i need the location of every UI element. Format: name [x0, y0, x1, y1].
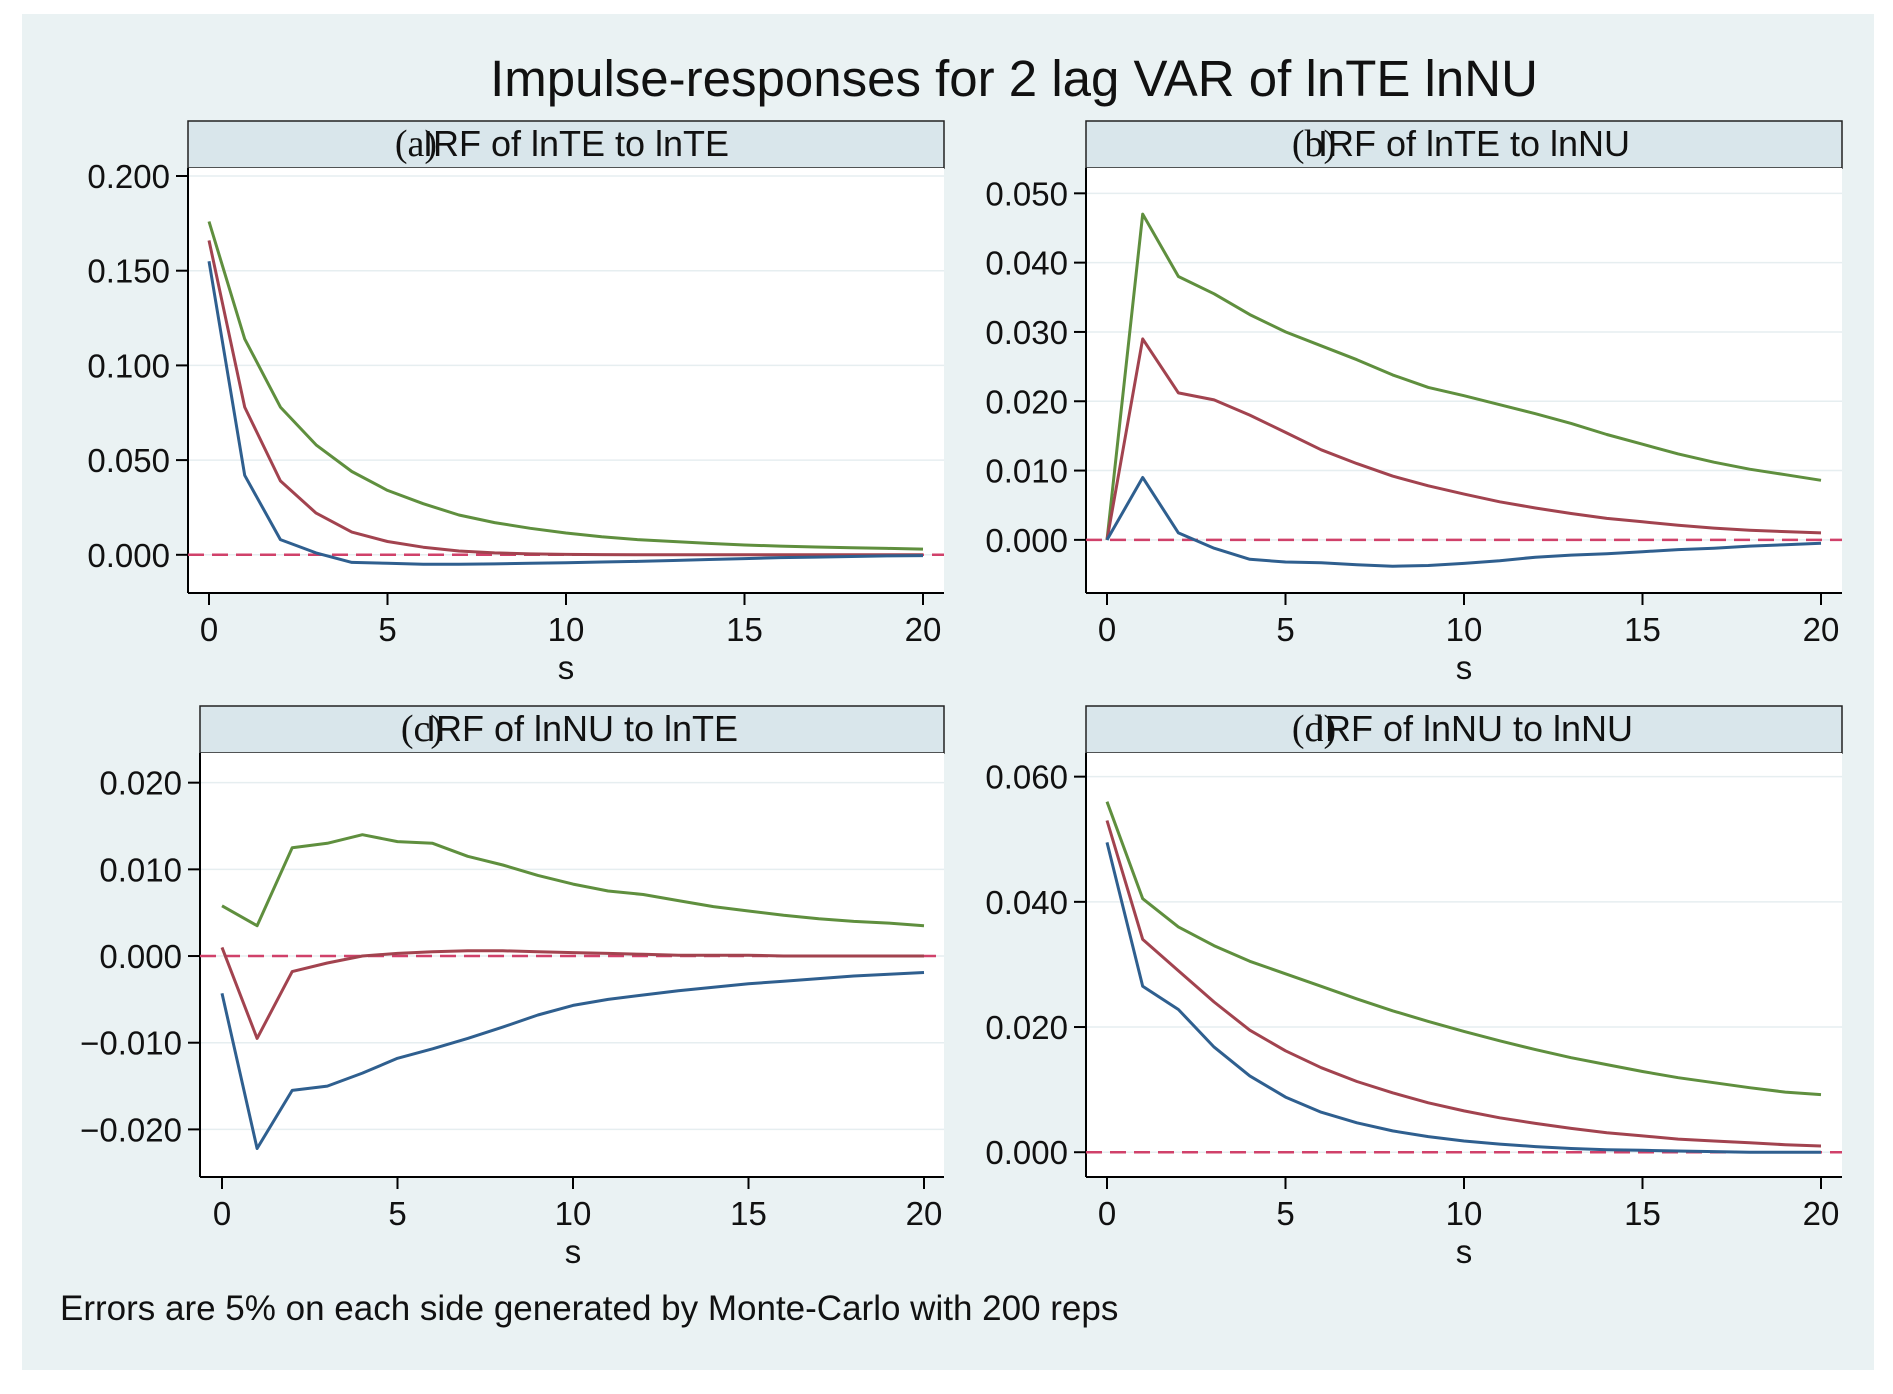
panel-b-xtick-label: 5 — [1276, 611, 1294, 648]
panel-b-series-lower — [1105, 476, 1822, 568]
panel-d-xtick-label: 10 — [1446, 1195, 1483, 1232]
panel-a-xtick-label: 5 — [378, 611, 396, 648]
panel-c-xlabel: s — [565, 1233, 582, 1270]
panel-d-ytick-label: 0.060 — [985, 759, 1068, 796]
panel-a-label: (a) — [395, 123, 437, 165]
panel-d-series-upper — [1105, 801, 1822, 1097]
panel-b: (b)IRF of lnTE to lnNU 0.000 0.010 0.020 0.0… — [985, 120, 1843, 686]
panel-d-xlabel: s — [1456, 1233, 1473, 1270]
panel-b-series-irf — [1105, 337, 1822, 541]
panel-c: (c)IRF of lnNU to lnTE −0.020 −0.010 0.000 0… — [80, 705, 945, 1270]
panel-c-ytick-label: 0.020 — [99, 765, 182, 802]
panel-b-xtick-label: 20 — [1803, 611, 1840, 648]
panel-d-header — [1085, 705, 1843, 754]
panel-c-ytick-label: 0.000 — [99, 938, 182, 975]
panel-d-xtick-label: 5 — [1276, 1195, 1294, 1232]
panel-d-series-lower — [1105, 842, 1821, 1154]
panel-a-xlabel: s — [558, 649, 575, 686]
panel-b-title: IRF of lnTE to lnNU — [1318, 123, 1630, 164]
panel-d-ytick-label: 0.040 — [985, 884, 1068, 921]
panel-a-series-upper — [207, 221, 924, 551]
figure-title: Impulse-responses for 2 lag VAR of lnTE … — [490, 50, 1538, 107]
panel-c-series-lower — [220, 971, 925, 1150]
panel-a-xtick-label: 15 — [726, 611, 763, 648]
panel-c-ytick-label: −0.020 — [80, 1111, 182, 1148]
panel-c-label: (c) — [401, 708, 443, 750]
panel-b-ytick-label: 0.020 — [985, 383, 1068, 420]
panel-b-ytick-label: 0.000 — [985, 522, 1068, 559]
panel-a-series-irf — [207, 240, 923, 557]
panel-c-xtick-label: 15 — [730, 1195, 767, 1232]
panel-b-xtick-label: 0 — [1098, 611, 1116, 648]
panel-d-label: (d) — [1292, 708, 1336, 750]
panel-a-series-lower — [207, 260, 924, 566]
figure-footnote: Errors are 5% on each side generated by … — [60, 1289, 1118, 1328]
panel-c-xtick-label: 5 — [388, 1195, 406, 1232]
panel-c-series-upper — [221, 833, 925, 928]
panel-a-ytick-label: 0.200 — [87, 158, 170, 195]
panel-c-xtick-label: 0 — [213, 1195, 231, 1232]
panel-c-ytick-label: −0.010 — [80, 1025, 182, 1062]
panel-c-xtick-label: 10 — [555, 1195, 592, 1232]
panel-a: (a)IRF of lnTE to lnTE 0.000 0.050 0.100 0.1… — [87, 120, 945, 686]
panel-a-ytick-label: 0.100 — [87, 347, 170, 384]
panel-b-xtick-label: 10 — [1446, 611, 1483, 648]
panel-b-ytick-label: 0.040 — [985, 245, 1068, 282]
panel-c-header — [199, 705, 945, 754]
panel-b-ytick-label: 0.030 — [985, 314, 1068, 351]
panel-d-xtick-label: 0 — [1098, 1195, 1116, 1232]
panel-b-xlabel: s — [1456, 649, 1473, 686]
panel-b-series-upper — [1105, 212, 1822, 541]
panel-b-ytick-label: 0.010 — [985, 453, 1068, 490]
panel-d-xtick-label: 20 — [1803, 1195, 1840, 1232]
panel-b-label: (b) — [1292, 123, 1336, 165]
panel-d-series-irf — [1105, 820, 1822, 1148]
panel-a-ytick-label: 0.050 — [87, 442, 170, 479]
panels-container: (a)IRF of lnTE to lnTE 0.000 0.050 0.100 0.1… — [80, 120, 1843, 1270]
panel-c-xtick-label: 20 — [906, 1195, 943, 1232]
panel-d-title: IRF of lnNU to lnNU — [1315, 708, 1633, 749]
panel-a-xtick-label: 20 — [905, 611, 942, 648]
panel-a-header — [187, 120, 945, 169]
panel-b-ytick-label: 0.050 — [985, 175, 1068, 212]
panel-d-ytick-label: 0.000 — [985, 1134, 1068, 1171]
panel-d: (d)IRF of lnNU to lnNU 0.000 0.020 0.040 0.0… — [985, 705, 1843, 1270]
panel-d-plot-area — [1086, 753, 1842, 1177]
panel-b-xtick-label: 15 — [1624, 611, 1661, 648]
panel-a-xtick-label: 0 — [200, 611, 218, 648]
panel-a-plot-area — [188, 168, 944, 593]
panel-c-ytick-label: 0.010 — [99, 851, 182, 888]
panel-d-ytick-label: 0.020 — [985, 1009, 1068, 1046]
panel-a-xtick-label: 10 — [548, 611, 585, 648]
panel-c-title: IRF of lnNU to lnTE — [426, 708, 738, 749]
panel-c-series-irf — [220, 946, 924, 1040]
panel-a-ytick-label: 0.000 — [87, 537, 170, 574]
panel-d-xtick-label: 15 — [1624, 1195, 1661, 1232]
panel-a-title: IRF of lnTE to lnTE — [423, 123, 729, 164]
panel-b-plot-area — [1086, 168, 1842, 593]
panel-a-ytick-label: 0.150 — [87, 253, 170, 290]
panel-c-plot-area — [200, 753, 944, 1177]
